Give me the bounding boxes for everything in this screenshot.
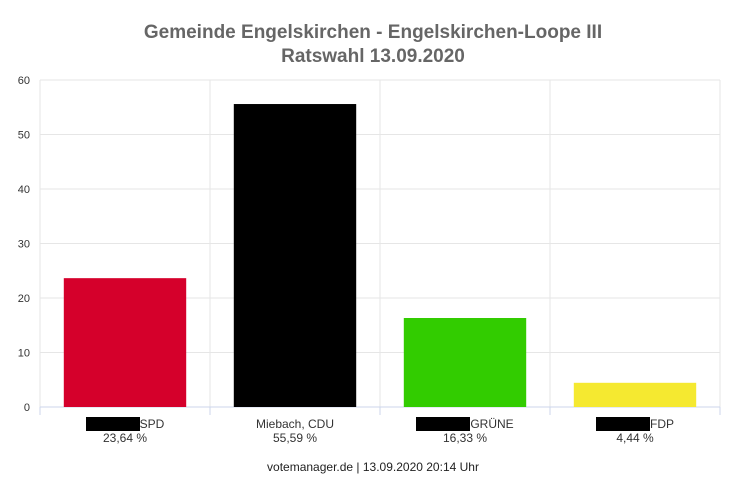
category-name: Miebach, CDU bbox=[210, 417, 380, 431]
y-tick-label: 30 bbox=[18, 239, 30, 251]
redaction-block bbox=[596, 417, 650, 431]
y-tick-label: 0 bbox=[24, 402, 30, 414]
category-value-label: 55,59 % bbox=[272, 431, 318, 445]
y-tick-label: 10 bbox=[18, 348, 30, 360]
category-label: SPD 23,64 % bbox=[40, 417, 210, 445]
category-name: FDP bbox=[550, 417, 720, 431]
redaction-block bbox=[416, 417, 471, 431]
category-label: FDP 4,44 % bbox=[550, 417, 720, 445]
y-tick-label: 60 bbox=[18, 75, 30, 87]
redaction-block bbox=[85, 417, 140, 431]
footer-text: votemanager.de | 13.09.2020 20:14 Uhr bbox=[267, 460, 479, 474]
bar-3 bbox=[403, 318, 527, 407]
category-label: GRÜNE 16,33 % bbox=[380, 417, 550, 445]
chart-title: Gemeinde Engelskirchen - Engelskirchen-L… bbox=[143, 22, 603, 43]
chart-subtitle: Ratswahl 13.09.2020 bbox=[281, 46, 465, 67]
category-name: GRÜNE bbox=[380, 417, 550, 431]
y-tick-label: 50 bbox=[18, 130, 30, 142]
y-tick-label: 40 bbox=[18, 184, 30, 196]
bar-1 bbox=[63, 278, 187, 407]
category-label: Miebach, CDU 55,59 % bbox=[210, 417, 380, 445]
category-name: SPD bbox=[40, 417, 210, 431]
category-value-label: 23,64 % bbox=[102, 431, 148, 445]
category-value-label: 16,33 % bbox=[442, 431, 488, 445]
y-tick-label: 20 bbox=[18, 293, 30, 305]
category-name-text: FDP bbox=[650, 417, 674, 431]
category-name-text: GRÜNE bbox=[470, 417, 514, 431]
bar-4 bbox=[573, 382, 697, 407]
bar-2 bbox=[233, 104, 357, 408]
category-value-label: 4,44 % bbox=[616, 431, 654, 445]
category-name-text: SPD bbox=[139, 417, 165, 431]
category-name-text: Miebach, CDU bbox=[255, 417, 335, 431]
